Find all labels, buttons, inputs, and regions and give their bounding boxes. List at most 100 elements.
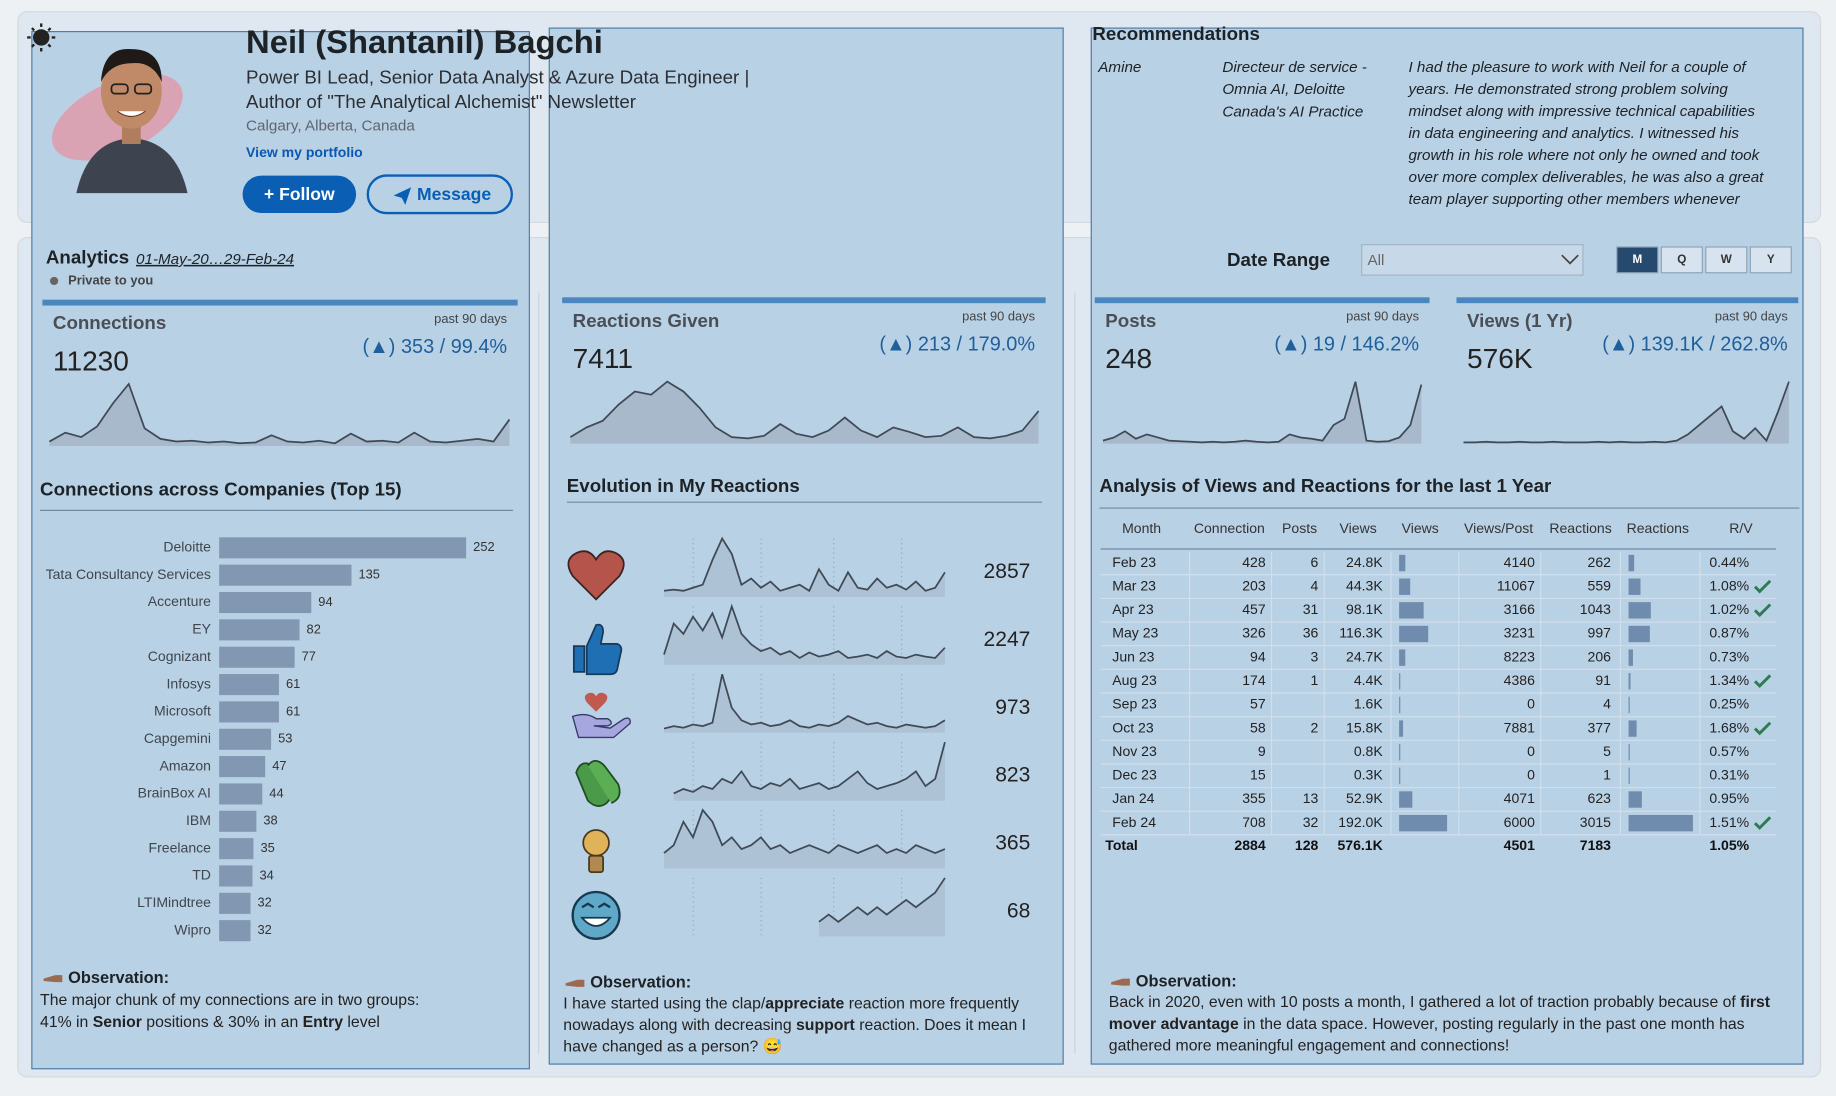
- period-button[interactable]: [1660, 246, 1703, 274]
- table-cell: 0.8K: [1354, 743, 1384, 759]
- views-bar: [1399, 673, 1401, 690]
- period-label[interactable]: Q: [1677, 253, 1686, 266]
- table-cell: 0: [1527, 696, 1535, 712]
- sparkline: [1102, 381, 1423, 444]
- kpi-period: past 90 days: [1346, 309, 1419, 324]
- reaction-total: 823: [995, 764, 1030, 787]
- kpi-title: Posts: [1105, 310, 1156, 331]
- portfolio-link[interactable]: View my portfolio: [246, 144, 363, 160]
- company-label: Amazon: [159, 757, 210, 773]
- sparkline-area: [663, 674, 945, 733]
- views-bar: [1399, 744, 1401, 761]
- table-cell: 7881: [1504, 719, 1535, 735]
- kpi-title: Connections: [53, 312, 166, 333]
- send-icon[interactable]: [393, 187, 412, 205]
- bar-value: 32: [258, 922, 272, 937]
- total-cell: 1.05%: [1709, 837, 1749, 853]
- observation-icons: [43, 975, 1130, 987]
- table-cell: Sep 23: [1112, 696, 1157, 712]
- period-label[interactable]: Y: [1767, 253, 1775, 266]
- observation-label: Observation:: [1136, 972, 1237, 990]
- text-segment: have changed as a person? 😅: [563, 1038, 782, 1056]
- sparkline-area: [49, 383, 510, 446]
- table-cell: 9: [1258, 743, 1266, 759]
- views-bar: [1399, 602, 1424, 619]
- bar-value: 135: [358, 567, 379, 582]
- table-cell: 6000: [1504, 814, 1535, 830]
- profile-photo: [51, 49, 188, 194]
- period-button[interactable]: [1705, 246, 1748, 274]
- table-cell: 15.8K: [1346, 719, 1383, 735]
- company-label: TD: [192, 867, 211, 883]
- table-cell: 52.9K: [1346, 790, 1383, 806]
- views-bar: [1399, 791, 1413, 808]
- reactions-bar: [1628, 602, 1651, 619]
- check-icon: [1753, 579, 1772, 594]
- sparkline-area: [1463, 381, 1789, 444]
- company-label: Cognizant: [148, 648, 211, 664]
- sparkline: [663, 808, 946, 855]
- bar: [219, 892, 251, 914]
- observation-text: I have started using the clap/appreciate…: [563, 996, 1019, 1013]
- sparkline: [673, 741, 946, 795]
- views-bar: [1399, 554, 1406, 572]
- text-segment: Back in 2020, even with 10 posts a month…: [1109, 994, 1740, 1011]
- dropdown-arrow[interactable]: [1561, 254, 1579, 265]
- theme-icon[interactable]: [27, 23, 56, 52]
- recommendation-text: I had the pleasure to work with Neil for…: [1408, 59, 1747, 76]
- text-segment: nowadays along with decreasing: [563, 1017, 796, 1034]
- follow-label[interactable]: + Follow: [264, 184, 335, 204]
- bar: [219, 865, 253, 887]
- recommendations-title: Recommendations: [1092, 23, 1259, 44]
- reactions-bar: [1628, 625, 1650, 643]
- reactions-bar: [1628, 744, 1630, 761]
- period-button[interactable]: [1749, 246, 1792, 274]
- dropdown-value[interactable]: All: [1368, 252, 1385, 269]
- kpi-accent: [42, 299, 518, 306]
- period-button[interactable]: [1616, 246, 1659, 274]
- table-cell: 1.68%: [1709, 719, 1749, 735]
- reactions-bar: [1628, 554, 1635, 572]
- reaction-total: 973: [995, 696, 1030, 719]
- follow-button[interactable]: [242, 175, 357, 214]
- table-cell: 2: [1311, 719, 1319, 735]
- text-segment: Senior: [93, 1014, 142, 1031]
- period-label[interactable]: M: [1632, 253, 1642, 266]
- bar-value: 61: [286, 676, 300, 691]
- column-header: Connection: [1194, 520, 1265, 536]
- table-cell: 1.34%: [1709, 672, 1749, 688]
- sparkline: [663, 603, 946, 660]
- table-cell: 44.3K: [1346, 577, 1383, 593]
- text-segment: appreciate: [765, 996, 844, 1013]
- table-cell: 4: [1311, 577, 1319, 593]
- company-label: Tata Consultancy Services: [46, 566, 211, 582]
- table-cell: Mar 23: [1112, 577, 1156, 593]
- table-cell: 57: [1250, 696, 1266, 712]
- sparkline-area: [570, 381, 1039, 444]
- recommendation-text: team player supporting other members whe…: [1408, 191, 1740, 208]
- analytics-title: Analytics: [46, 247, 129, 268]
- recommendation-text: in data engineering and analytics. I wit…: [1408, 125, 1739, 142]
- dropdown[interactable]: [1361, 244, 1584, 276]
- column-header: Reactions: [1627, 520, 1689, 536]
- period-label[interactable]: W: [1721, 253, 1733, 266]
- reaction-icons: [567, 550, 631, 940]
- privacy: Private to you: [68, 272, 153, 287]
- text-segment: mover advantage: [1109, 1016, 1239, 1033]
- message-button[interactable]: [366, 174, 513, 215]
- table-cell: 1043: [1580, 601, 1611, 617]
- table-cell: 0.25%: [1709, 696, 1749, 712]
- bar: [219, 537, 467, 559]
- table-cell: 3166: [1504, 601, 1535, 617]
- table-cell: 4.4K: [1354, 672, 1384, 688]
- sparkline: [663, 536, 946, 593]
- bar-value: 34: [259, 867, 273, 882]
- company-label: Microsoft: [154, 703, 211, 719]
- table-cell: 3015: [1580, 814, 1611, 830]
- message-label[interactable]: Message: [417, 184, 491, 204]
- total-cell: 576.1K: [1337, 837, 1382, 853]
- table-cell: 4: [1603, 696, 1611, 712]
- table-cell: 1.6K: [1354, 696, 1384, 712]
- table-cell: 192.0K: [1338, 814, 1383, 830]
